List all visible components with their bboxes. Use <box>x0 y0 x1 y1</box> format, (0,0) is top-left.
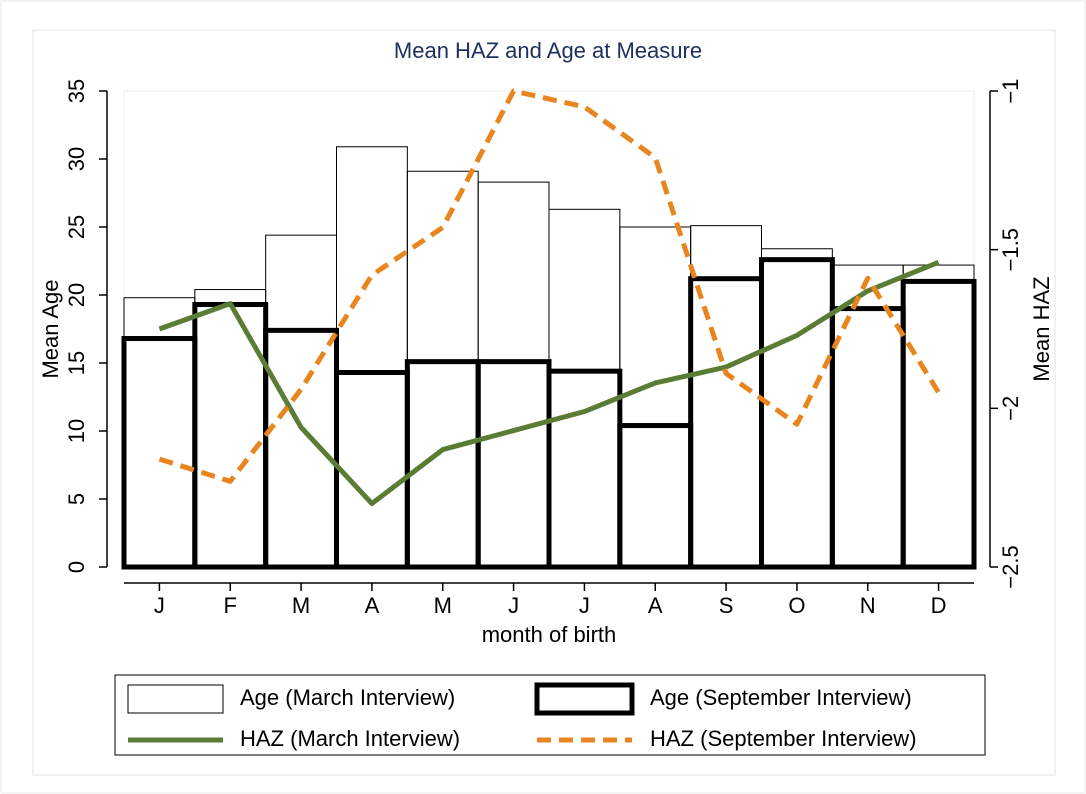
y-tick-label: 15 <box>64 351 89 375</box>
x-axis-title: month of birth <box>482 622 617 647</box>
x-tick-label: O <box>788 593 805 618</box>
y2-tick-label: −1.5 <box>998 228 1023 271</box>
x-tick-label: J <box>579 593 590 618</box>
x-tick-label: D <box>931 593 947 618</box>
x-tick-label: M <box>434 593 452 618</box>
chart-frame <box>32 29 1056 776</box>
y2-tick-label: −2.5 <box>998 545 1023 588</box>
legend-swatch <box>534 682 635 716</box>
y-tick-label: 5 <box>64 493 89 505</box>
x-tick-label: M <box>292 593 310 618</box>
x-tick-label: A <box>365 593 380 618</box>
line <box>158 88 941 484</box>
y2-axis-title: Mean HAZ <box>1029 276 1054 381</box>
legend-swatch <box>127 684 224 714</box>
x-tick-label: J <box>154 593 165 618</box>
y-axis-title: Mean Age <box>38 279 63 378</box>
x-tick-label: F <box>224 593 237 618</box>
y-tick-label: 30 <box>64 147 89 171</box>
chart-title: Mean HAZ and Age at Measure <box>394 38 702 63</box>
y-tick-label: 25 <box>64 215 89 239</box>
y-tick-label: 10 <box>64 419 89 443</box>
bar <box>900 278 977 570</box>
y-tick-label: 35 <box>64 79 89 103</box>
legend-label: HAZ (September Interview) <box>650 726 917 751</box>
y-tick-label: 0 <box>64 561 89 573</box>
legend-label: HAZ (March Interview) <box>240 726 460 751</box>
y-tick-label: 20 <box>64 283 89 307</box>
y2-tick-label: −2 <box>998 396 1023 421</box>
legend-label: Age (March Interview) <box>240 685 455 710</box>
y2-tick-label: −1 <box>998 78 1023 103</box>
x-tick-label: N <box>860 593 876 618</box>
x-tick-label: A <box>648 593 663 618</box>
x-tick-label: J <box>508 593 519 618</box>
legend-label: Age (September Interview) <box>650 685 912 710</box>
line <box>158 260 940 507</box>
x-tick-label: S <box>719 593 734 618</box>
